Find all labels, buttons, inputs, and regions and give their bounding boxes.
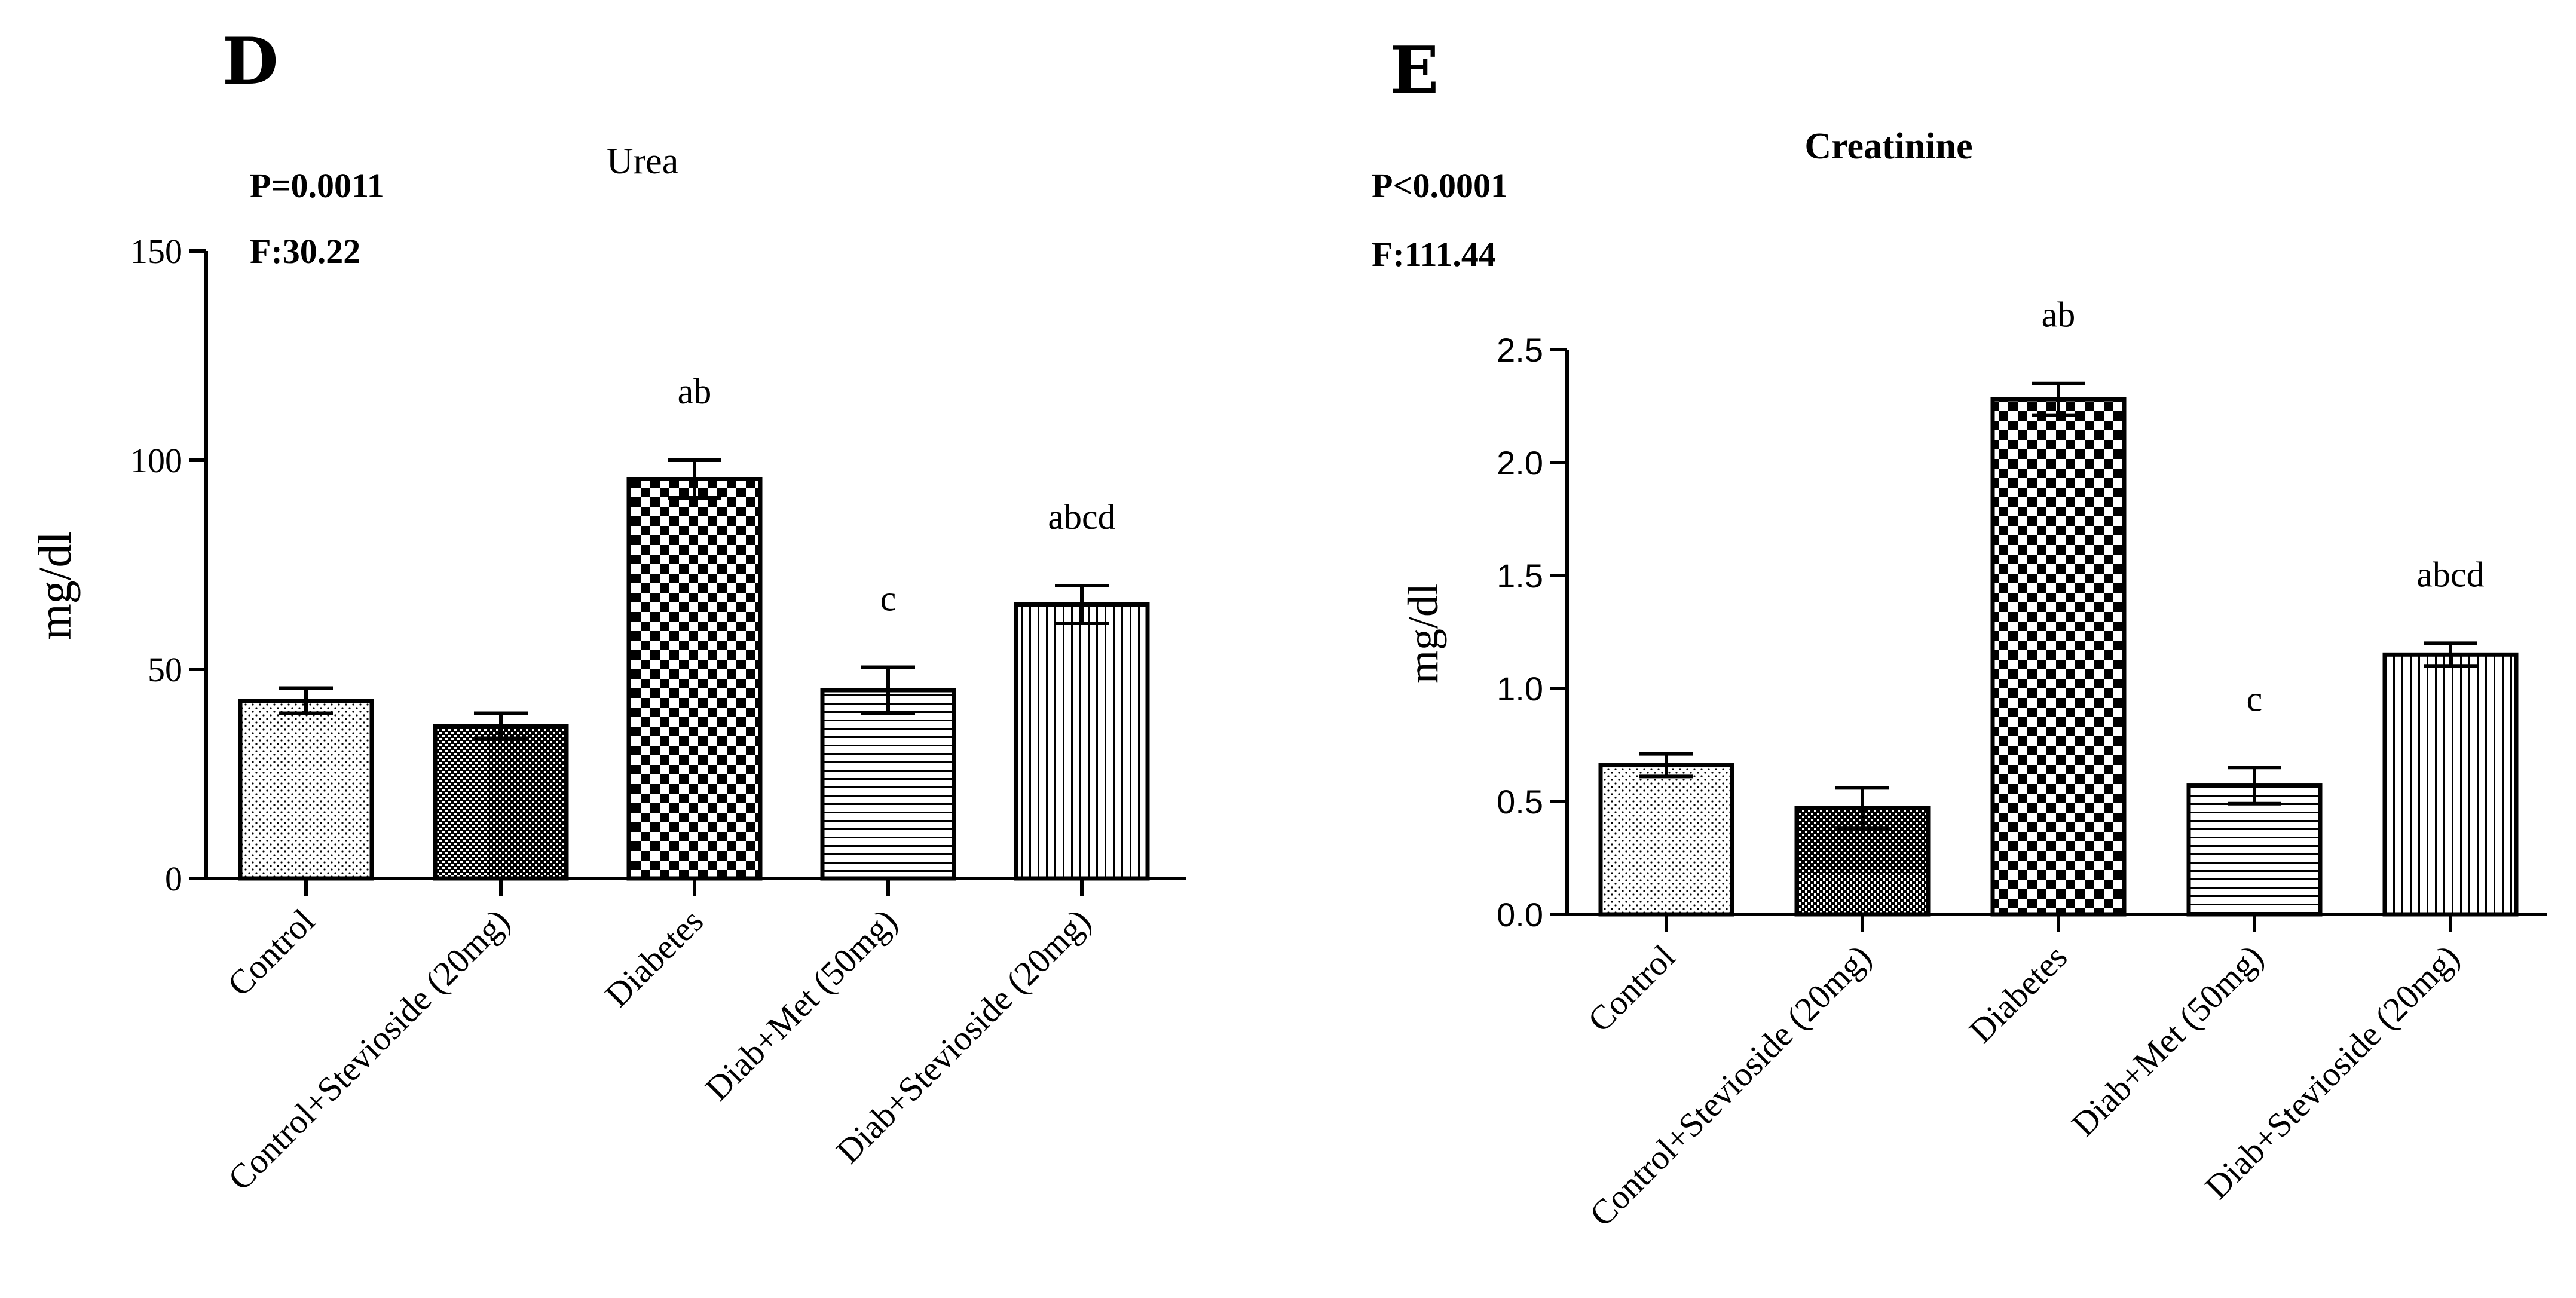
category-label: Control <box>1580 937 1682 1039</box>
y-tick-label: 0.5 <box>1497 783 1543 821</box>
chart-title: Creatinine <box>1804 126 1972 167</box>
y-tick-label: 2.5 <box>1497 331 1543 369</box>
y-tick-label: 1.5 <box>1497 557 1543 595</box>
f-value: F:111.44 <box>1372 235 1496 274</box>
y-tick-label: 100 <box>130 441 182 480</box>
significance-label: ab <box>2042 295 2076 335</box>
significance-label: c <box>880 579 897 619</box>
bar <box>433 724 569 881</box>
panel-letter: E <box>1390 33 1439 108</box>
category-label: Diabetes <box>598 901 711 1014</box>
chart-title: Urea <box>607 141 678 182</box>
bars: ab c abcd <box>238 372 1150 881</box>
category-label: Diab+Met (50mg) <box>697 901 904 1108</box>
bar <box>2382 652 2519 917</box>
bars: ab c abcd <box>1598 295 2519 917</box>
significance-label: c <box>2247 679 2263 718</box>
bar <box>2186 783 2323 917</box>
y-tick-label: 1.0 <box>1497 670 1543 708</box>
category-label: Diab+Met (50mg) <box>2064 937 2271 1144</box>
panel-e: E Creatinine P<0.0001 F:111.44 mg/dl 0.0… <box>1372 33 2547 1234</box>
p-value: P<0.0001 <box>1372 166 1508 205</box>
y-tick-label: 50 <box>148 650 182 689</box>
panel-d: D Urea P=0.0011 F:30.22 mg/dl 0 50 100 150 C… <box>29 24 1186 1198</box>
bar <box>626 477 763 881</box>
y-axis-label: mg/dl <box>29 531 81 640</box>
y-tick-label: 0 <box>165 859 182 898</box>
y-axis-label: mg/dl <box>1399 583 1447 684</box>
category-label: Control <box>220 901 322 1003</box>
bar <box>238 699 374 881</box>
y-tick-label: 2.0 <box>1497 444 1543 482</box>
category-label: Diabetes <box>1962 937 2075 1050</box>
y-tick-label: 0.0 <box>1497 896 1543 933</box>
p-value: P=0.0011 <box>250 166 384 205</box>
significance-label: abcd <box>2416 555 2484 594</box>
significance-label: abcd <box>1048 497 1115 537</box>
f-value: F:30.22 <box>250 232 360 271</box>
bar <box>1990 397 2127 917</box>
y-tick-label: 150 <box>130 232 182 271</box>
bar <box>1014 602 1150 881</box>
bar <box>1598 763 1734 917</box>
significance-label: ab <box>678 372 712 411</box>
panel-letter: D <box>222 24 279 99</box>
bar <box>820 688 956 881</box>
